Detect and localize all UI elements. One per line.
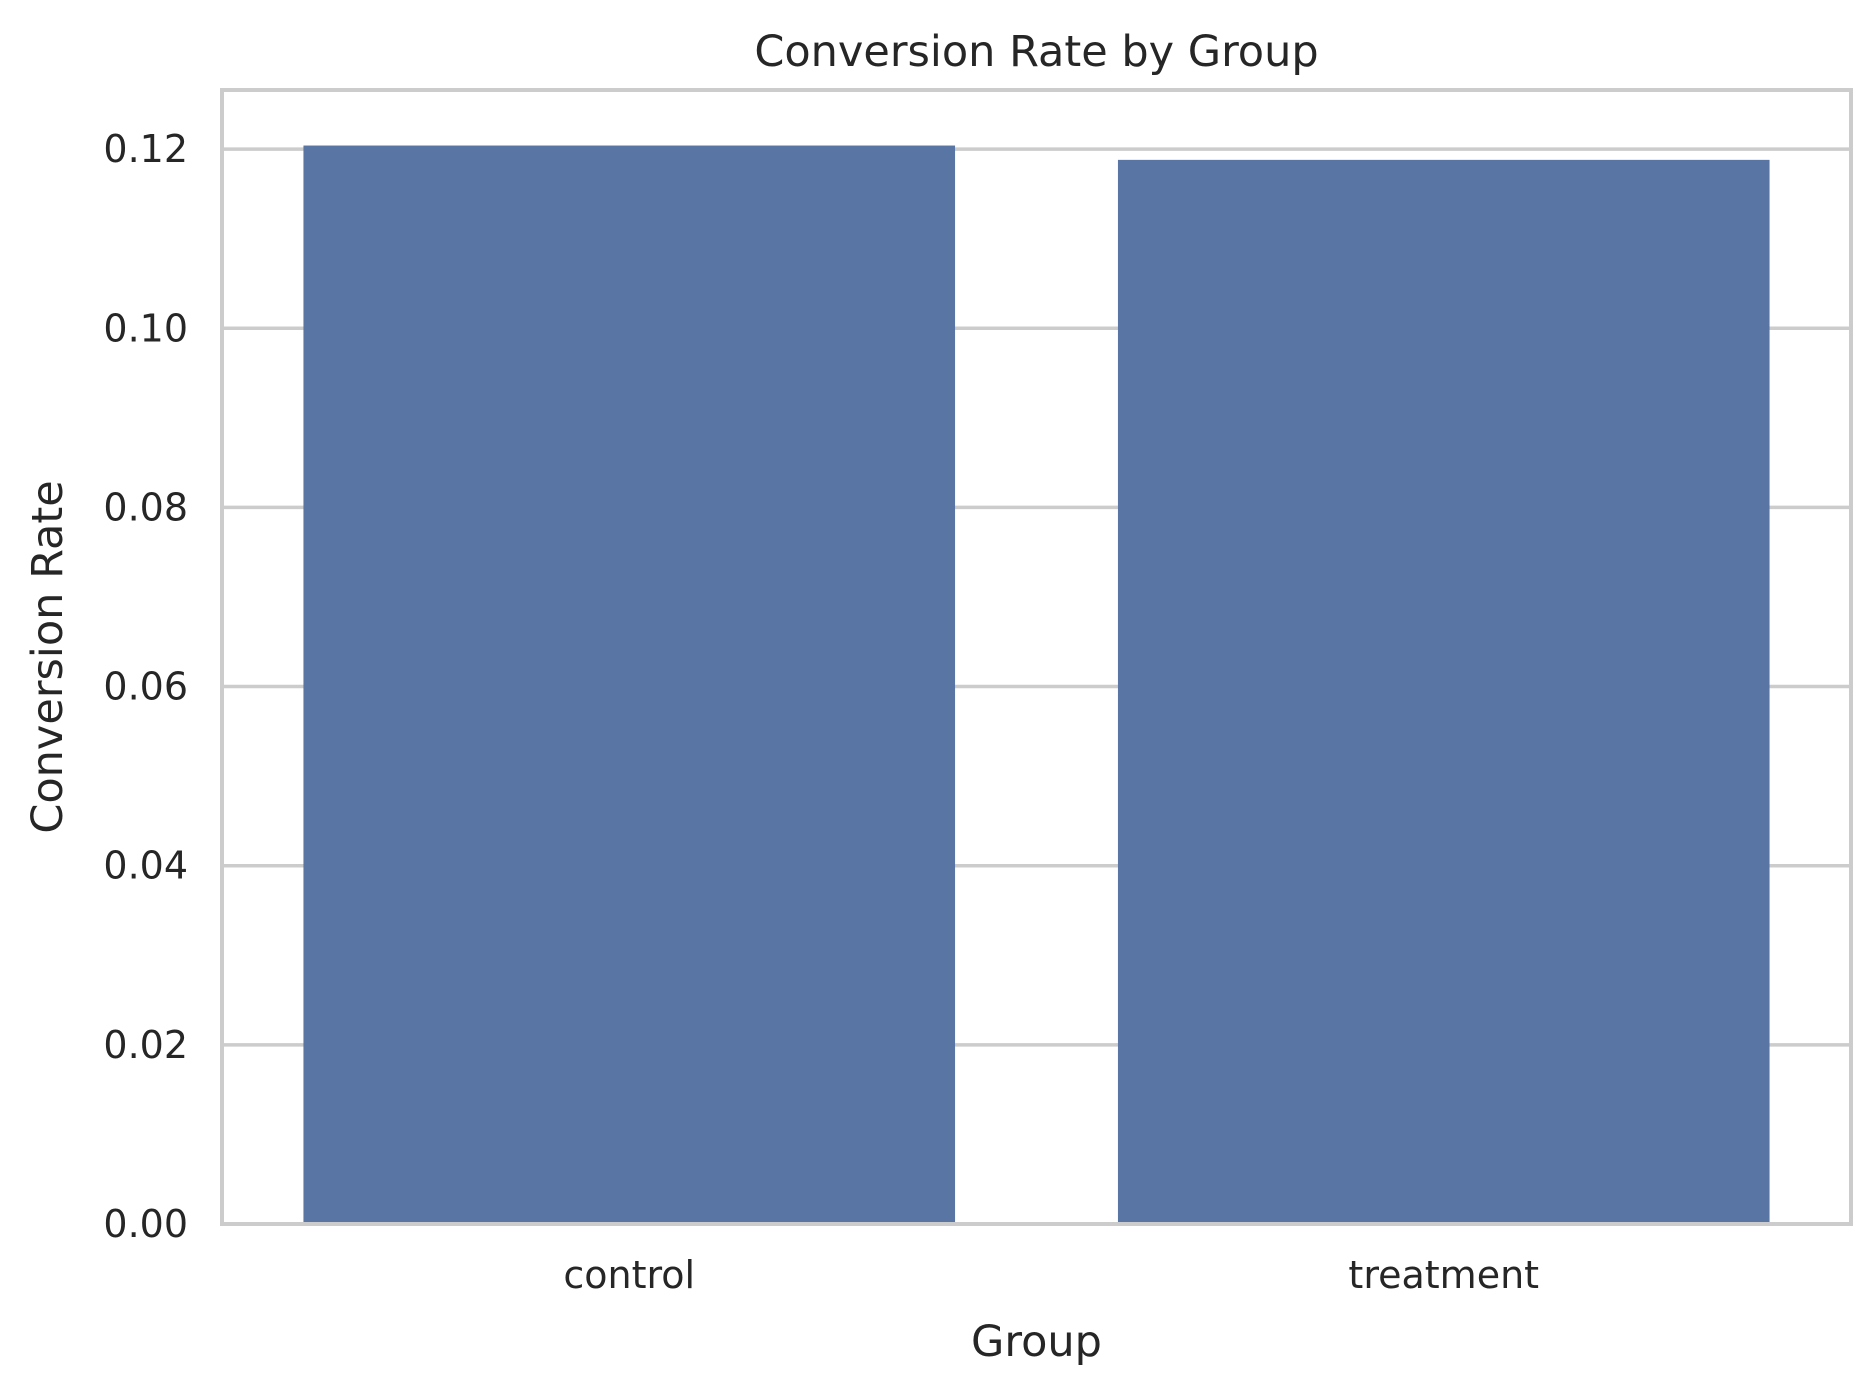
x-tick-label: treatment <box>1348 1253 1539 1297</box>
y-tick-label: 0.12 <box>103 127 188 171</box>
y-axis-label: Conversion Rate <box>23 480 73 833</box>
chart-title: Conversion Rate by Group <box>754 27 1318 77</box>
bar-treatment <box>1117 159 1770 1224</box>
y-tick-label: 0.00 <box>103 1202 188 1246</box>
x-tick-label: control <box>563 1253 695 1297</box>
y-tick-label: 0.06 <box>103 665 188 709</box>
y-tick-label: 0.04 <box>103 844 188 888</box>
x-tick-labels: control treatment <box>563 1253 1539 1297</box>
y-tick-labels: 0.00 0.02 0.04 0.06 0.08 0.10 0.12 <box>103 127 188 1246</box>
bars <box>303 145 1770 1225</box>
bar-control <box>303 145 956 1225</box>
y-tick-label: 0.10 <box>103 306 188 350</box>
plot-frame <box>220 88 1853 1226</box>
x-axis-label: Group <box>971 1317 1102 1367</box>
y-tick-label: 0.02 <box>103 1023 188 1067</box>
y-tick-label: 0.08 <box>103 485 188 529</box>
